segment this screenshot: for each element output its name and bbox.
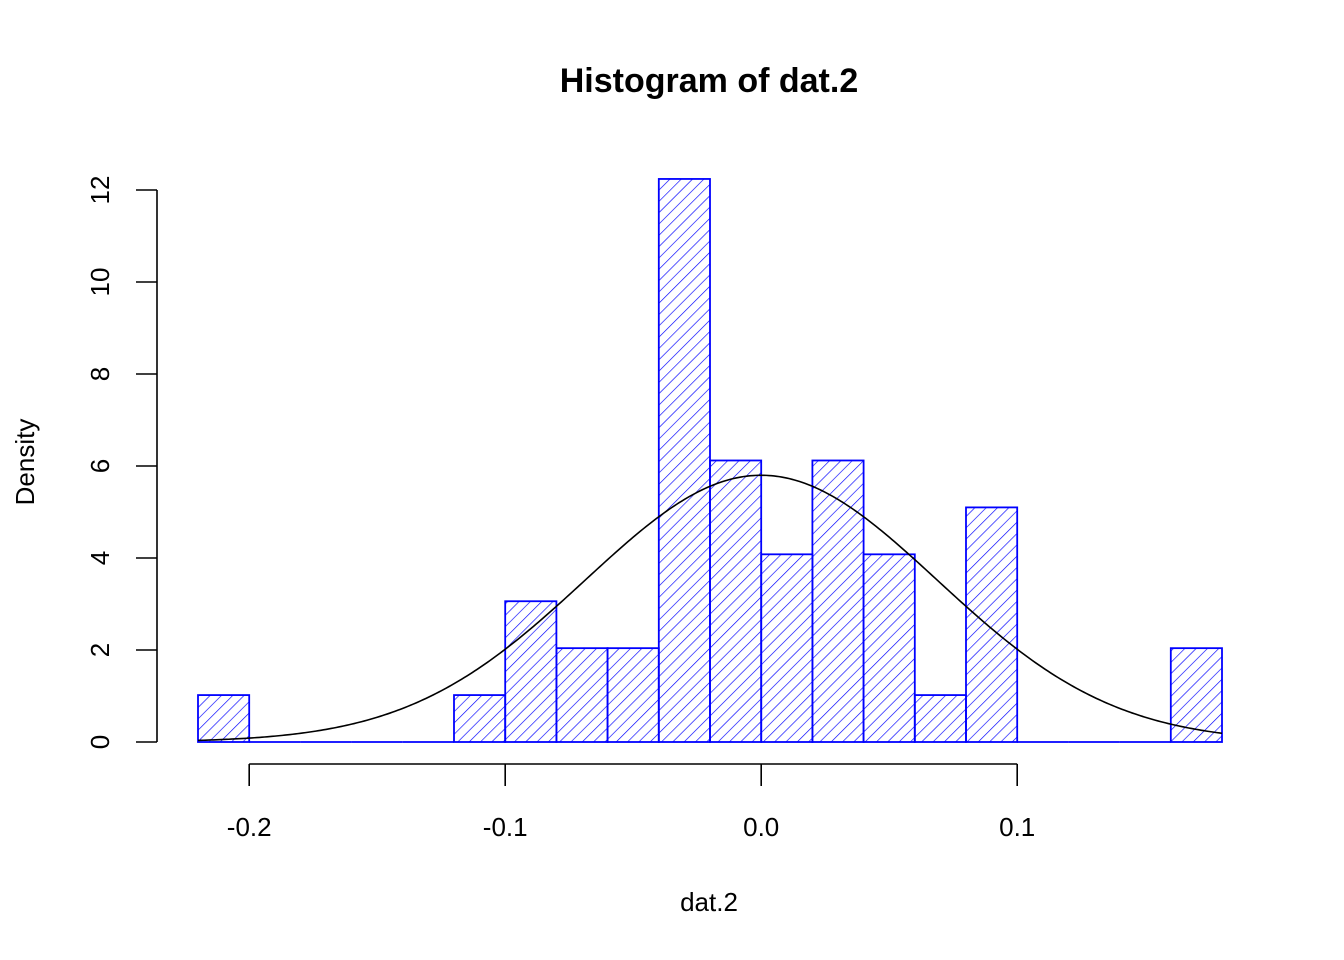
histogram-bar — [657, 178, 711, 743]
histogram-bar — [709, 459, 763, 743]
histogram-bar — [760, 553, 814, 743]
y-tick-label: 6 — [85, 459, 115, 473]
chart-title: Histogram of dat.2 — [560, 62, 858, 100]
y-tick-label: 10 — [85, 268, 115, 297]
histogram-bar — [965, 506, 1019, 743]
histogram-bar — [555, 647, 609, 743]
x-tick-label: -0.2 — [227, 812, 272, 842]
histogram-bar — [197, 694, 251, 743]
histogram-bar — [606, 647, 660, 743]
normal-density-curve — [197, 474, 1223, 742]
y-axis-label: Density — [10, 419, 40, 506]
y-tick-label: 8 — [85, 367, 115, 381]
histogram-bar — [862, 553, 916, 743]
y-tick-label: 4 — [85, 551, 115, 565]
y-tick-label: 0 — [85, 735, 115, 749]
histogram-bar — [811, 459, 865, 743]
y-axis: 0 2 4 6 8 10 12 — [85, 176, 158, 749]
x-axis: -0.2 -0.1 0.0 0.1 — [227, 763, 1035, 842]
histogram-bar — [1169, 647, 1223, 743]
histogram-bar — [913, 694, 967, 743]
x-tick-label: 0.1 — [999, 812, 1035, 842]
histogram-bars — [197, 178, 1223, 743]
y-tick-label: 12 — [85, 176, 115, 205]
histogram-bar — [453, 694, 507, 743]
x-axis-label: dat.2 — [680, 887, 738, 917]
x-tick-label: -0.1 — [483, 812, 528, 842]
histogram-bar — [504, 600, 558, 743]
x-tick-label: 0.0 — [743, 812, 779, 842]
y-tick-label: 2 — [85, 643, 115, 657]
